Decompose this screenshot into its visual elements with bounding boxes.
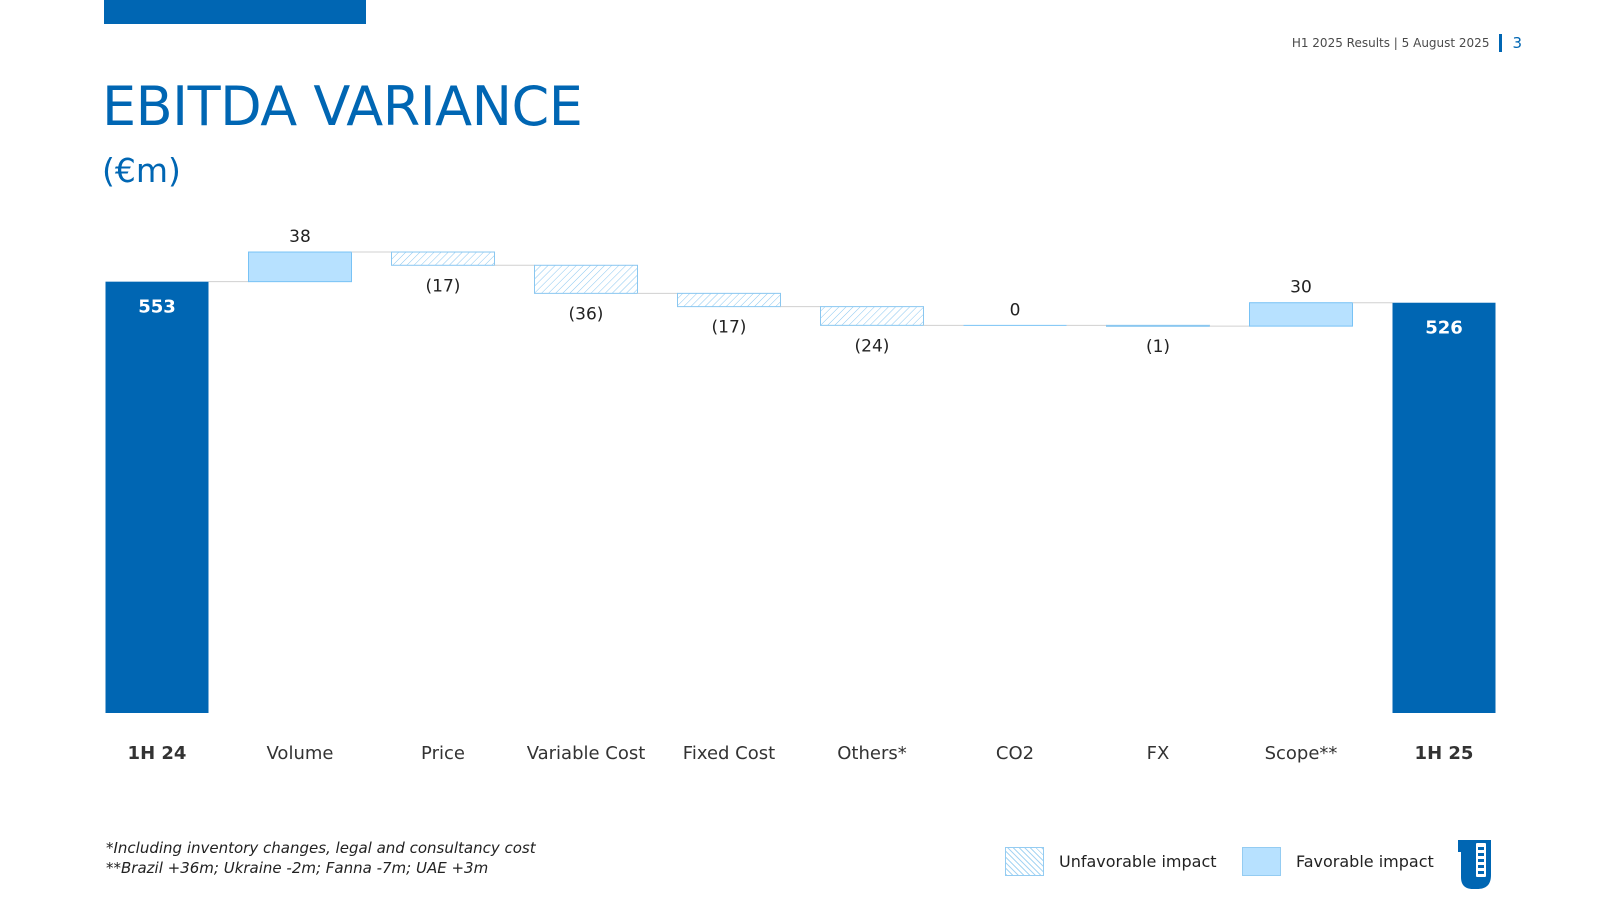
category-label: 1H 24 (128, 743, 187, 764)
presentation-date-label: H1 2025 Results | 5 August 2025 (1291, 36, 1490, 50)
top-accent-bar (104, 0, 366, 24)
favorable-bar (248, 251, 352, 283)
page-subtitle: (€m) (102, 151, 181, 190)
favorable-swatch (1242, 846, 1281, 876)
category-label: Fixed Cost (683, 743, 775, 764)
data-label: (36) (569, 304, 604, 324)
unfavorable-label: Unfavorable impact (1059, 851, 1217, 871)
unfavorable-bar (1106, 324, 1210, 327)
unfavorable-swatch (1005, 846, 1044, 876)
favorable-bar (1249, 302, 1353, 327)
data-label: 553 (138, 297, 176, 318)
header-divider (1499, 34, 1503, 52)
legend-unfavorable: Unfavorable impact (1005, 846, 1217, 876)
total-bar (1392, 302, 1496, 713)
category-label: Variable Cost (527, 743, 646, 764)
data-label: (24) (855, 336, 890, 356)
data-label: 526 (1425, 318, 1463, 339)
header-meta: H1 2025 Results | 5 August 2025 3 (1292, 34, 1522, 52)
favorable-label: Favorable impact (1296, 851, 1434, 871)
category-label: FX (1147, 743, 1170, 764)
category-label: Scope** (1265, 743, 1338, 764)
data-label: (17) (712, 318, 747, 338)
category-label: Price (421, 743, 465, 764)
category-label: Others* (837, 743, 907, 764)
footnote-others: *Including inventory changes, legal and … (106, 839, 536, 857)
company-logo-icon (1458, 840, 1491, 889)
unfavorable-bar (391, 251, 495, 266)
data-label: (17) (426, 276, 461, 296)
unfavorable-bar (820, 306, 924, 326)
data-label: 0 (1010, 300, 1021, 320)
legend-favorable: Favorable impact (1242, 846, 1434, 876)
category-label: Volume (267, 743, 334, 764)
unfavorable-bar (677, 292, 781, 308)
data-label: 30 (1290, 278, 1312, 298)
footnote-scope: **Brazil +36m; Ukraine -2m; Fanna -7m; U… (106, 859, 489, 877)
category-label: CO2 (996, 743, 1034, 764)
total-bar (105, 281, 209, 713)
data-label: (1) (1146, 337, 1170, 357)
category-label: 1H 25 (1415, 743, 1474, 764)
data-label: 38 (289, 227, 311, 247)
unfavorable-bar (534, 264, 638, 294)
page-number: 3 (1512, 33, 1522, 52)
page-title: EBITDA VARIANCE (102, 75, 583, 138)
footnotes: *Including inventory changes, legal and … (106, 838, 536, 878)
